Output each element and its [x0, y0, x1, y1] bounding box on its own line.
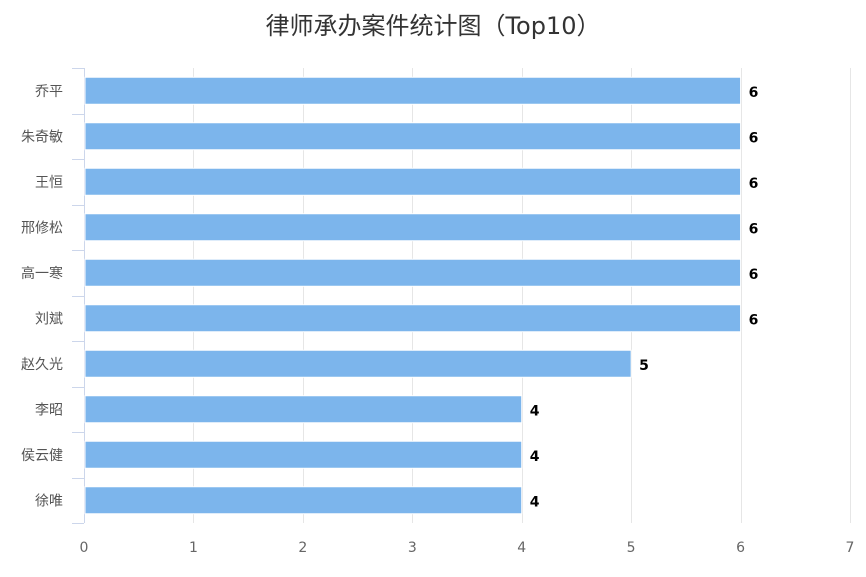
y-tick-label: 邢修松 [21, 220, 63, 236]
x-tick-label: 2 [298, 540, 307, 556]
bar[interactable] [84, 258, 742, 287]
y-tick-label: 朱奇敏 [21, 128, 63, 145]
x-tick-label: 7 [846, 540, 855, 556]
data-label: 4 [530, 494, 540, 510]
bar[interactable] [84, 122, 742, 151]
y-tick-label: 王恒 [35, 175, 63, 191]
y-tick-label: 李昭 [35, 402, 63, 418]
bar[interactable] [84, 76, 742, 105]
bar[interactable] [84, 349, 632, 378]
data-label: 4 [530, 403, 540, 419]
data-label: 6 [749, 176, 759, 192]
chart-title: 律师承办案件统计图（Top10） [265, 12, 601, 40]
x-tick-label: 1 [189, 540, 198, 556]
y-tick-label: 刘斌 [35, 311, 63, 327]
data-label: 5 [639, 358, 649, 374]
bar[interactable] [84, 167, 742, 196]
bar[interactable] [84, 440, 523, 469]
data-label: 6 [749, 130, 759, 146]
x-tick-label: 4 [517, 540, 526, 556]
y-tick-label: 徐唯 [35, 493, 63, 509]
x-tick-label: 3 [408, 540, 417, 556]
y-tick-label: 赵久光 [21, 357, 63, 373]
bar[interactable] [84, 213, 742, 242]
y-tick-label: 乔平 [35, 84, 63, 100]
data-label: 4 [530, 449, 540, 465]
data-label: 6 [749, 85, 759, 101]
data-label: 6 [749, 221, 759, 237]
bar[interactable] [84, 395, 523, 424]
y-tick-label: 高一寒 [21, 265, 63, 282]
data-label: 6 [749, 312, 759, 328]
x-tick-label: 6 [736, 540, 745, 556]
data-label: 6 [749, 267, 759, 283]
bar[interactable] [84, 304, 742, 333]
x-tick-label: 0 [80, 540, 89, 556]
x-tick-label: 5 [627, 540, 636, 556]
bar[interactable] [84, 486, 523, 515]
y-tick-label: 侯云健 [21, 448, 63, 464]
